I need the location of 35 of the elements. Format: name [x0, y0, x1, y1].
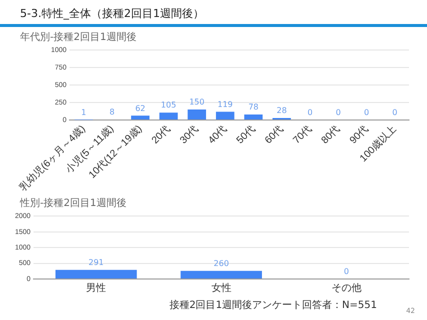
data-label: 28 [276, 106, 287, 116]
x-tick-label: 40代 [206, 124, 230, 146]
data-label: 78 [248, 102, 259, 112]
x-tick-label: 90代 [348, 124, 371, 146]
data-label: 105 [160, 100, 176, 110]
chart-title: 5-3.特性_全体（接種2回目1週間後） [0, 0, 427, 27]
x-tick-label: 30代 [178, 124, 201, 146]
chart-title: 性別-接種2回目1週間後 [18, 196, 128, 209]
bar [244, 114, 263, 120]
data-label: 291 [88, 258, 104, 267]
data-label: 8 [109, 108, 115, 117]
x-tick-label: 20代 [150, 124, 173, 146]
data-label: 1 [81, 108, 86, 118]
data-label: 62 [135, 104, 146, 113]
data-label: 119 [218, 100, 233, 109]
text: 接種2回目1週間後アンケート回答者：N=551 [169, 298, 377, 312]
bar [216, 112, 234, 120]
data-label: 260 [214, 258, 229, 268]
chart-subtitle: 年代別-接種2回目1週間後 [19, 30, 138, 43]
x-tick-label: 50代 [234, 124, 258, 146]
data-label: 0 [344, 267, 349, 276]
x-tick-label: 70代 [291, 124, 314, 146]
data-label: 0 [364, 108, 370, 118]
bar [159, 112, 178, 120]
x-tick-label: 80代 [320, 124, 342, 146]
x-tick-label: 60代 [263, 124, 286, 146]
x-tick-label: その他 [331, 282, 362, 294]
x-tick-label: 女性 [211, 282, 232, 294]
data-label: 0 [392, 108, 398, 118]
data-label: 0 [307, 108, 313, 118]
bar [131, 116, 150, 120]
data-label: 0 [336, 108, 341, 118]
bar [188, 110, 206, 120]
data-label: 150 [189, 98, 204, 107]
x-tick-label: 男性 [86, 282, 106, 294]
